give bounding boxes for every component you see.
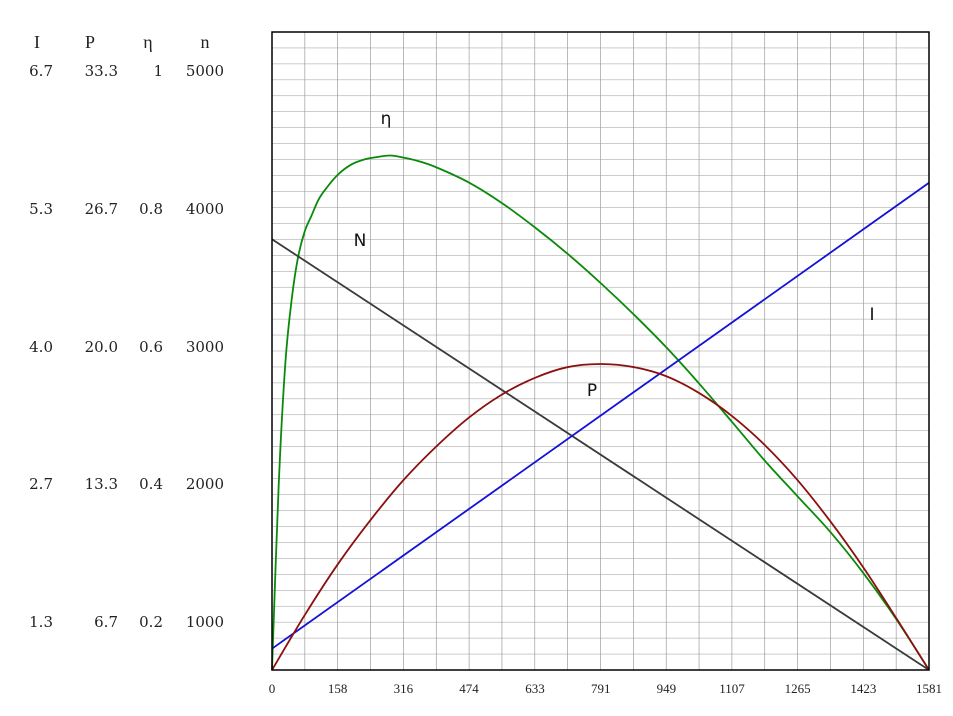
plot-frame <box>271 31 930 671</box>
x-tick-label: 1423 <box>850 681 876 696</box>
y-tick-eta: 0.8 <box>139 200 163 218</box>
y-tick-P: 33.3 <box>85 62 118 80</box>
series-line-P <box>271 363 930 671</box>
y-tick-P: 20.0 <box>85 338 118 356</box>
x-axis-ticks: 0 158 316 474 633 791 949 1107 1265 1423 1581 <box>269 681 942 696</box>
y-tick-P: 26.7 <box>85 200 118 218</box>
y-axis-P-labels: 33.3 26.7 20.0 13.3 6.7 <box>85 62 118 631</box>
x-tick-label: 316 <box>394 681 414 696</box>
y-axis-eta-labels: 1 0.8 0.6 0.4 0.2 <box>139 62 163 631</box>
curve-label-eta: η <box>381 109 392 129</box>
y-tick-n: 1000 <box>186 613 224 631</box>
y-tick-P: 6.7 <box>94 613 118 631</box>
grid <box>272 32 929 670</box>
x-tick-label: 1107 <box>719 681 745 696</box>
x-tick-label: 1265 <box>785 681 811 696</box>
y-tick-I: 4.0 <box>29 338 53 356</box>
series-line-I <box>271 182 930 650</box>
curve-labels: η N P I <box>354 109 875 401</box>
y-tick-n: 5000 <box>186 62 224 80</box>
y-tick-eta: 0.2 <box>139 613 163 631</box>
x-tick-label: 158 <box>328 681 348 696</box>
series-line-N <box>271 238 930 671</box>
y-tick-n: 4000 <box>186 200 224 218</box>
y-tick-eta: 0.4 <box>139 475 163 493</box>
y-tick-eta: 1 <box>153 62 163 80</box>
x-tick-label: 0 <box>269 681 276 696</box>
curve-label-I: I <box>869 305 874 325</box>
x-tick-label: 949 <box>657 681 677 696</box>
y-header-n: n <box>201 32 210 52</box>
y-tick-I: 5.3 <box>29 200 53 218</box>
y-tick-I: 1.3 <box>29 613 53 631</box>
y-tick-n: 3000 <box>186 338 224 356</box>
curves <box>271 154 930 671</box>
x-tick-label: 791 <box>591 681 611 696</box>
curve-label-N: N <box>354 231 367 251</box>
x-tick-label: 1581 <box>916 681 942 696</box>
y-tick-n: 2000 <box>186 475 224 493</box>
x-tick-label: 474 <box>459 681 479 696</box>
y-axis-I-labels: 6.7 5.3 4.0 2.7 1.3 <box>29 62 53 631</box>
curve-label-P: P <box>587 381 597 401</box>
y-tick-I: 2.7 <box>29 475 53 493</box>
y-axis-headers: I P η n <box>34 32 210 52</box>
y-header-eta: η <box>143 32 152 52</box>
series-line-eta <box>271 154 930 671</box>
y-header-P: P <box>85 32 95 52</box>
y-tick-P: 13.3 <box>85 475 118 493</box>
x-tick-label: 633 <box>525 681 545 696</box>
y-tick-I: 6.7 <box>29 62 53 80</box>
y-header-I: I <box>34 32 40 52</box>
y-tick-eta: 0.6 <box>139 338 163 356</box>
y-axis-n-labels: 5000 4000 3000 2000 1000 <box>186 62 224 631</box>
